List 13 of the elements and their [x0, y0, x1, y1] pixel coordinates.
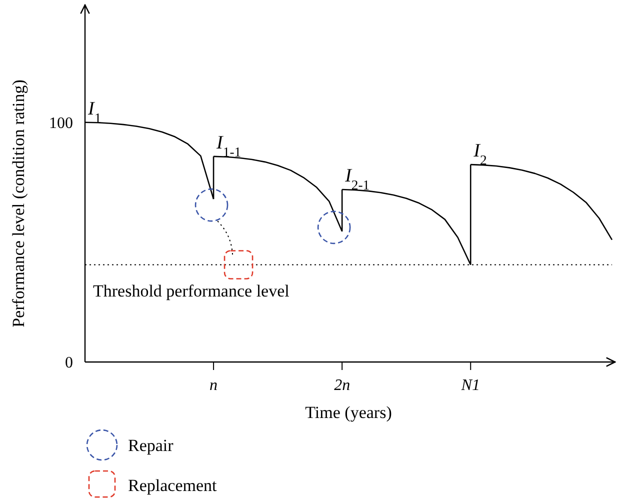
x-tick-label: 2n	[334, 377, 350, 394]
annotation: I$_{2-1}$	[344, 165, 370, 192]
x-tick-label: n	[210, 377, 218, 394]
text: Replacement	[128, 476, 218, 495]
x-tick-label: N1	[460, 377, 480, 394]
annotation: I$_{1-1}$	[216, 132, 242, 159]
y-tick-label: 100	[49, 115, 73, 132]
y-axis-title: Performance level (condition rating)	[9, 80, 28, 328]
y-tick-label: 0	[65, 354, 73, 372]
x-axis-title: Time (years)	[305, 403, 392, 422]
ref-line-label: Threshold performance level	[93, 282, 290, 301]
annotation: I$_{2}$	[472, 140, 487, 168]
text: Repair	[128, 436, 174, 455]
